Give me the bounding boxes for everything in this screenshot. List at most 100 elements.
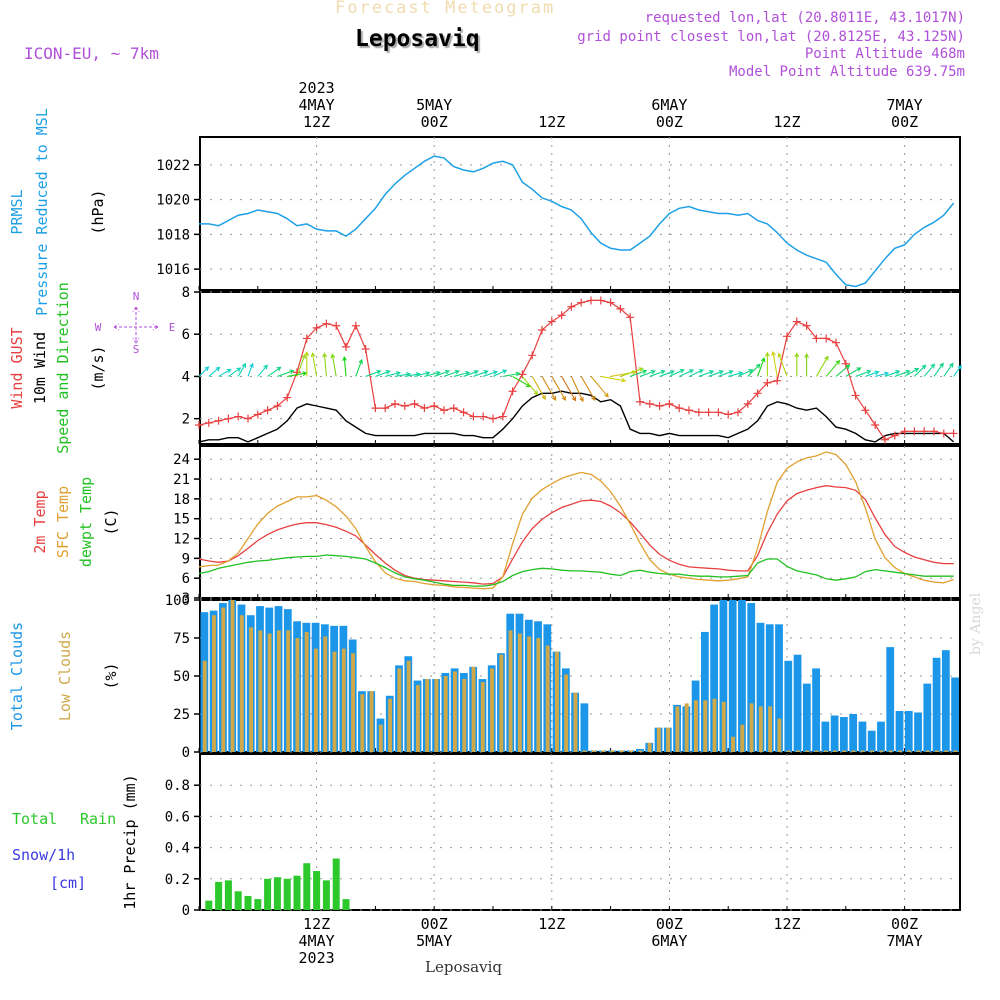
point-altitude: Point Altitude 468m [804, 46, 965, 62]
rain-bar [283, 878, 291, 910]
bottom-time-label: 00Z [891, 915, 918, 933]
gust-marker [704, 408, 713, 417]
top-time-label: 2023 [299, 79, 335, 97]
gust-marker [841, 359, 850, 368]
wind-arrow [561, 376, 577, 402]
wind-arrow [277, 369, 295, 377]
wind-arrow [355, 358, 363, 377]
wind-arrow [551, 376, 566, 402]
wind-arrow [330, 353, 337, 377]
gust-marker [714, 408, 723, 417]
gust-marker [273, 402, 282, 410]
label-ms: (m/s) [89, 345, 107, 390]
wind-arrow [688, 369, 704, 377]
low-cloud-bar [666, 727, 671, 752]
wind-arrow [208, 366, 221, 377]
label-dewpt-temp: dewpt Temp [77, 477, 95, 567]
wind-arrow [385, 371, 402, 377]
gust-marker [773, 376, 782, 385]
low-cloud-bar [833, 750, 837, 752]
total-cloud-bar [877, 721, 885, 752]
low-cloud-bar [388, 698, 393, 752]
low-cloud-bar [239, 615, 244, 752]
y-tick-label-temp: 15 [173, 512, 190, 528]
total-cloud-bar [867, 730, 876, 752]
wind-arrow [541, 376, 557, 402]
top-time-label: 4MAY [299, 96, 335, 114]
y-tick-label-clouds: 25 [173, 707, 190, 723]
label-2m-temp: 2m Temp [31, 490, 49, 553]
bottom-time-label: 00Z [656, 915, 683, 933]
low-cloud-bar [647, 742, 652, 752]
wind-arrow [777, 352, 788, 377]
low-cloud-bar [601, 750, 606, 752]
label-rain: Rain [80, 810, 116, 828]
low-cloud-bar [795, 750, 800, 752]
wind-arrow [914, 364, 927, 377]
top-time-label: 6MAY [651, 96, 687, 114]
gust-marker [420, 404, 429, 413]
y-tick-label-precip: 0.2 [165, 872, 190, 888]
rain-bar [264, 878, 272, 910]
bottom-time-label: 7MAY [887, 932, 923, 950]
wind-arrow [492, 369, 508, 377]
gust-marker [783, 332, 791, 341]
low-cloud-bar [777, 718, 782, 752]
wind-arrow [600, 375, 627, 383]
low-cloud-bar [916, 750, 921, 752]
total-cloud-bar [756, 622, 765, 752]
t2m-line [198, 485, 954, 585]
y-tick-label-wind: 2 [182, 412, 190, 428]
low-cloud-bar [675, 706, 680, 752]
wind-arrow [247, 362, 254, 377]
low-cloud-bar [814, 750, 819, 752]
wind-arrow [237, 362, 247, 377]
total-cloud-bar [580, 703, 589, 752]
low-cloud-bar [267, 633, 272, 752]
rain-bar [224, 880, 232, 910]
grid-point-coords: grid point closest lon,lat (20.8125E, 43… [577, 29, 965, 45]
gust-marker [871, 421, 880, 429]
label-sfc-temp: SFC Temp [54, 486, 72, 558]
gust-marker [724, 410, 733, 419]
low-cloud-bar [740, 724, 745, 752]
low-cloud-bar [879, 750, 884, 752]
gust-marker [538, 326, 546, 334]
total-cloud-bar [728, 600, 737, 752]
gust-marker [900, 427, 909, 436]
wind-arrow [228, 367, 242, 377]
gust-marker [949, 429, 958, 438]
gust-marker [244, 414, 252, 423]
wind-arrow [375, 370, 391, 377]
total-cloud-bar [821, 721, 830, 752]
wind-arrow [414, 371, 431, 377]
gust-marker [743, 399, 752, 408]
wind-arrow [718, 370, 734, 377]
gust-marker [204, 418, 213, 427]
wind-arrow [794, 352, 800, 377]
y-tick-label-temp: 9 [182, 551, 190, 567]
gust-marker [851, 391, 860, 400]
wind-arrow [463, 370, 479, 377]
low-cloud-bar [314, 648, 318, 752]
total-cloud-bar [830, 715, 839, 752]
y-tick-label-temp: 21 [173, 472, 190, 488]
rain-bar [313, 871, 321, 910]
low-cloud-bar [295, 638, 300, 752]
total-cloud-bar [700, 631, 709, 752]
wind-arrow [678, 369, 695, 377]
gust-marker [391, 399, 399, 408]
gust-marker [567, 302, 576, 311]
gust-marker [910, 427, 919, 436]
wind-arrow [923, 363, 936, 377]
total-cloud-bar [784, 660, 793, 752]
top-time-label: 7MAY [887, 96, 923, 114]
wind-arrow [845, 367, 862, 377]
label-snow: Snow/1h [12, 846, 75, 864]
gust-marker [400, 402, 409, 410]
gust-marker [763, 378, 772, 387]
wind-arrow [531, 376, 546, 401]
gust-marker [332, 321, 341, 330]
gust-marker [224, 414, 233, 423]
wind-arrow [630, 369, 648, 377]
